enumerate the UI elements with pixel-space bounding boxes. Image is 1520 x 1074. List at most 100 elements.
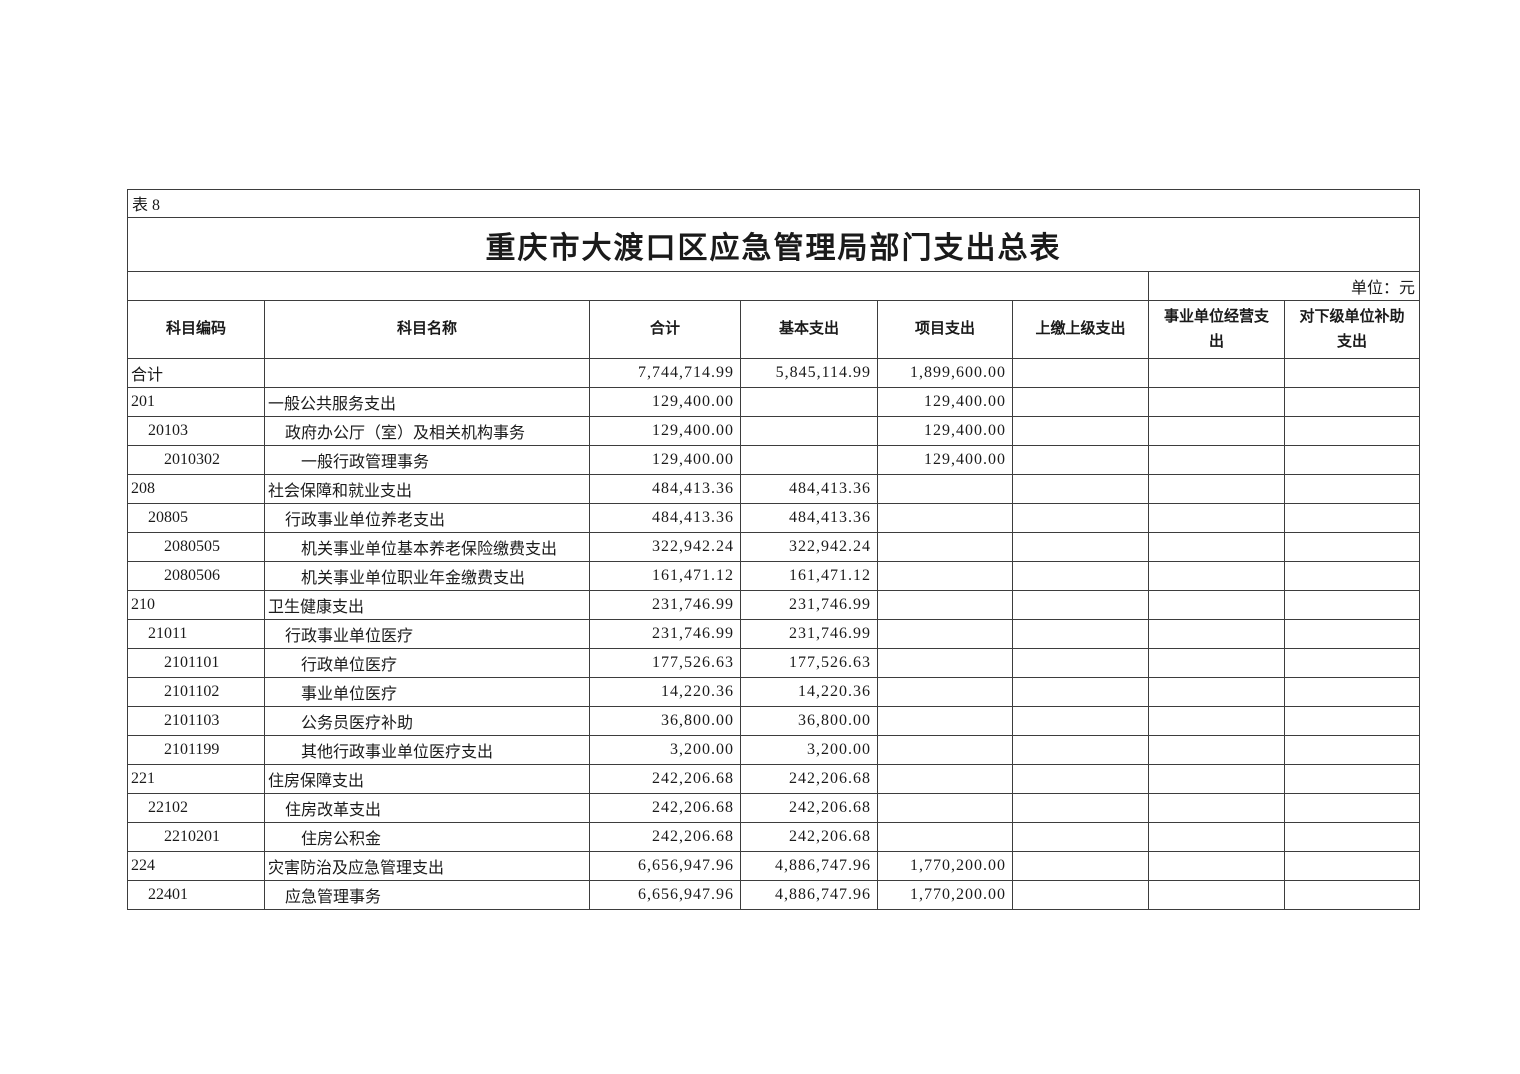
operating-cell [1148,880,1285,910]
upper-cell [1012,503,1149,533]
table-row: 2101101 行政单位医疗 177,526.63 177,526.63 [127,648,1421,678]
table-row: 22401 应急管理事务 6,656,947.96 4,886,747.96 1,770… [127,880,1421,910]
subsidy-cell [1283,619,1421,649]
subsidy-cell [1283,387,1421,417]
total-cell: 14,220.36 [589,677,741,707]
project-cell [877,822,1013,852]
subsidy-cell [1283,735,1421,765]
name-cell: 社会保障和就业支出 [264,474,590,504]
project-cell [877,532,1013,562]
unit-row-spacer [127,271,1149,301]
upper-cell [1012,851,1149,881]
subsidy-cell [1283,532,1421,562]
col-header-upper: 上缴上级支出 [1012,300,1149,359]
table-row: 2080506 机关事业单位职业年金缴费支出 161,471.12 161,471.1… [127,561,1421,591]
table-row: 22102 住房改革支出 242,206.68 242,206.68 [127,793,1421,823]
upper-cell [1012,416,1149,446]
unit-note: 单位：元 [1147,271,1421,301]
table-row: 221 住房保障支出 242,206.68 242,206.68 [127,764,1421,794]
upper-cell [1012,358,1149,388]
project-cell: 129,400.00 [877,387,1013,417]
project-cell [877,503,1013,533]
name-cell: 住房改革支出 [264,793,590,823]
basic-cell: 322,942.24 [740,532,878,562]
upper-cell [1012,793,1149,823]
code-cell: 20805 [127,503,265,533]
name-cell: 灾害防治及应急管理支出 [264,851,590,881]
operating-cell [1148,648,1285,678]
subsidy-cell [1283,648,1421,678]
code-cell: 2080506 [127,561,265,591]
total-cell: 6,656,947.96 [589,851,741,881]
col-header-basic: 基本支出 [740,300,878,359]
total-cell: 231,746.99 [589,590,741,620]
project-cell [877,648,1013,678]
operating-cell [1148,532,1285,562]
project-cell [877,590,1013,620]
table-row: 20103 政府办公厅（室）及相关机构事务 129,400.00 129,400.00 [127,416,1421,446]
name-cell: 一般公共服务支出 [264,387,590,417]
upper-cell [1012,619,1149,649]
table-number-row: 表 8 [126,189,1421,218]
project-cell [877,764,1013,794]
subsidy-cell [1283,474,1421,504]
table-row: 2080505 机关事业单位基本养老保险缴费支出 322,942.24 322,942… [127,532,1421,562]
code-cell: 208 [127,474,265,504]
code-cell: 2101103 [127,706,265,736]
code-cell: 2080505 [127,532,265,562]
code-cell: 2101199 [127,735,265,765]
operating-cell [1148,358,1285,388]
subsidy-cell [1283,590,1421,620]
subsidy-cell [1283,706,1421,736]
col-header-subsidy: 对下级单位补助支出 [1283,300,1421,359]
expenditure-summary-table: 表 8 重庆市大渡口区应急管理局部门支出总表 单位：元 科目编码 科目名称 合计… [126,189,1421,910]
subsidy-cell [1283,503,1421,533]
col-header-subject-name: 科目名称 [264,300,590,359]
table-row: 208 社会保障和就业支出 484,413.36 484,413.36 [127,474,1421,504]
code-cell: 2210201 [127,822,265,852]
basic-cell: 5,845,114.99 [740,358,878,388]
upper-cell [1012,677,1149,707]
column-header-row: 科目编码 科目名称 合计 基本支出 项目支出 上缴上级支出 事业单位经营支出 对… [127,300,1421,359]
total-cell: 484,413.36 [589,503,741,533]
operating-cell [1148,590,1285,620]
basic-cell: 242,206.68 [740,764,878,794]
unit-row: 单位：元 [127,271,1421,301]
name-cell [264,358,590,388]
basic-cell: 161,471.12 [740,561,878,591]
subsidy-cell [1283,445,1421,475]
name-cell: 事业单位医疗 [264,677,590,707]
upper-cell [1012,880,1149,910]
operating-cell [1148,822,1285,852]
operating-cell [1148,706,1285,736]
operating-cell [1148,387,1285,417]
basic-cell: 242,206.68 [740,822,878,852]
upper-cell [1012,387,1149,417]
project-cell [877,561,1013,591]
subsidy-cell [1283,793,1421,823]
upper-cell [1012,590,1149,620]
total-cell: 7,744,714.99 [589,358,741,388]
total-cell: 242,206.68 [589,764,741,794]
basic-cell: 3,200.00 [740,735,878,765]
title-row: 重庆市大渡口区应急管理局部门支出总表 [126,217,1421,272]
basic-cell: 231,746.99 [740,590,878,620]
name-cell: 卫生健康支出 [264,590,590,620]
table-row: 2210201 住房公积金 242,206.68 242,206.68 [127,822,1421,852]
project-cell: 129,400.00 [877,445,1013,475]
basic-cell [740,416,878,446]
upper-cell [1012,648,1149,678]
name-cell: 住房保障支出 [264,764,590,794]
total-cell: 242,206.68 [589,822,741,852]
table-number-label: 表 8 [126,189,1421,218]
basic-cell: 231,746.99 [740,619,878,649]
project-cell [877,677,1013,707]
operating-cell [1148,561,1285,591]
table-row: 20805 行政事业单位养老支出 484,413.36 484,413.36 [127,503,1421,533]
name-cell: 行政事业单位养老支出 [264,503,590,533]
operating-cell [1148,677,1285,707]
basic-cell: 14,220.36 [740,677,878,707]
operating-cell [1148,474,1285,504]
subsidy-cell [1283,764,1421,794]
upper-cell [1012,706,1149,736]
